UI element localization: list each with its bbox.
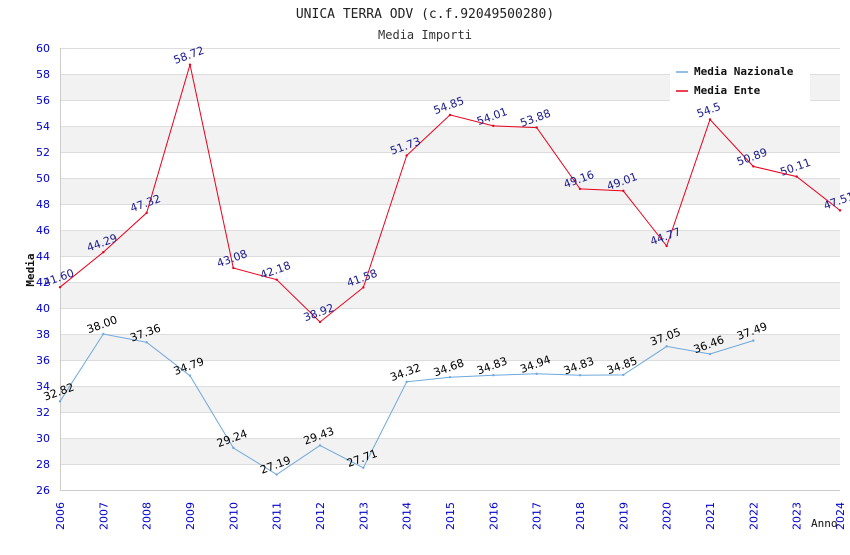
y-tick-label: 30 xyxy=(36,432,50,445)
y-axis-title: Media xyxy=(24,253,37,286)
data-point xyxy=(362,286,365,289)
data-point xyxy=(102,332,105,336)
data-label: 38.00 xyxy=(85,313,119,336)
grid-band xyxy=(60,334,840,360)
chart-title: UNICA TERRA ODV (c.f.92049500280) xyxy=(296,7,554,22)
y-tick-labels: 26 28 30 32 34 36 38 40 42 44 46 48 50 52 54 56 58 60 xyxy=(36,42,50,497)
grid-band xyxy=(60,438,840,464)
data-label: 54.5 xyxy=(695,100,722,121)
x-tick-label: 2017 xyxy=(531,502,544,530)
data-point xyxy=(58,286,62,289)
data-point xyxy=(535,126,538,129)
x-tick-labels: 2006 2007 2008 2009 2010 2011 2012 2013 2014 2015… xyxy=(54,502,847,530)
grid-band xyxy=(60,178,840,204)
legend-box xyxy=(670,60,810,102)
grid-band xyxy=(60,126,840,152)
x-tick-label: 2014 xyxy=(401,502,414,530)
data-point xyxy=(578,374,582,377)
data-point xyxy=(318,320,322,324)
legend-label-media-nazionale: Media Nazionale xyxy=(694,65,794,78)
data-point xyxy=(752,339,755,342)
x-tick-label: 2019 xyxy=(617,502,630,530)
data-point xyxy=(448,375,452,379)
x-tick-label: 2011 xyxy=(271,502,284,530)
x-tick-label: 2012 xyxy=(314,502,327,530)
data-point xyxy=(492,124,495,128)
y-tick-label: 28 xyxy=(36,458,50,471)
data-point xyxy=(795,175,798,178)
y-tick-label: 52 xyxy=(36,146,50,159)
x-tick-label: 2018 xyxy=(574,502,587,530)
x-tick-label: 2010 xyxy=(227,502,240,530)
x-tick-label: 2009 xyxy=(184,502,197,530)
data-point xyxy=(232,266,235,270)
y-tick-label: 50 xyxy=(36,172,50,185)
grid-bands xyxy=(60,74,840,464)
legend: Media Nazionale Media Ente xyxy=(670,60,810,102)
data-label: 54.01 xyxy=(475,105,509,128)
data-point xyxy=(708,352,712,356)
x-axis-title: Anno xyxy=(811,517,838,530)
y-tick-label: 34 xyxy=(36,380,50,393)
y-tick-label: 46 xyxy=(36,224,50,237)
y-tick-label: 56 xyxy=(36,94,50,107)
y-tick-label: 38 xyxy=(36,328,50,341)
x-tick-label: 2015 xyxy=(444,502,457,530)
data-point xyxy=(752,165,755,168)
x-tick-label: 2006 xyxy=(54,502,67,530)
data-point xyxy=(665,244,668,248)
x-tick-label: 2023 xyxy=(791,502,804,530)
data-label: 58.72 xyxy=(172,44,206,67)
x-tick-label: 2020 xyxy=(661,502,674,530)
y-tick-label: 44 xyxy=(36,250,50,263)
y-tick-label: 32 xyxy=(36,406,50,419)
data-label: 50.11 xyxy=(778,156,812,179)
data-point xyxy=(275,473,278,476)
y-tick-label: 54 xyxy=(36,120,50,133)
data-point xyxy=(405,154,408,157)
y-tick-label: 36 xyxy=(36,354,50,367)
data-point xyxy=(275,278,278,281)
x-tick-label: 2022 xyxy=(747,502,760,530)
data-point xyxy=(578,187,582,191)
data-point xyxy=(102,251,105,254)
data-point xyxy=(838,209,842,212)
data-point xyxy=(362,466,365,469)
data-point xyxy=(318,444,322,447)
chart-subtitle: Media Importi xyxy=(378,28,472,42)
data-point xyxy=(232,446,235,450)
y-tick-label: 58 xyxy=(36,68,50,81)
grid-band xyxy=(60,230,840,256)
y-tick-label: 40 xyxy=(36,302,50,315)
x-tick-label: 2024 xyxy=(834,502,847,530)
y-tick-label: 42 xyxy=(36,276,50,289)
y-tick-label: 26 xyxy=(36,484,50,497)
x-tick-label: 2007 xyxy=(97,502,110,530)
data-point xyxy=(492,374,495,377)
grid-band xyxy=(60,386,840,412)
y-tick-label: 48 xyxy=(36,198,50,211)
x-tick-label: 2016 xyxy=(487,502,500,530)
x-tick-label: 2008 xyxy=(141,502,154,530)
data-point xyxy=(448,113,452,117)
data-point xyxy=(405,380,408,384)
legend-label-media-ente: Media Ente xyxy=(694,84,761,97)
data-point xyxy=(145,341,148,344)
data-point xyxy=(145,211,148,215)
data-point xyxy=(708,118,712,121)
data-point xyxy=(665,345,668,348)
data-point xyxy=(535,372,538,375)
data-point xyxy=(188,374,192,377)
x-tick-label: 2021 xyxy=(704,502,717,530)
y-tick-label: 60 xyxy=(36,42,50,55)
x-tick-label: 2013 xyxy=(357,502,370,530)
data-point xyxy=(622,189,625,193)
grid-band xyxy=(60,282,840,308)
data-point xyxy=(58,400,62,403)
data-point xyxy=(188,63,192,66)
data-label: 42.18 xyxy=(258,259,292,282)
data-point xyxy=(622,373,625,377)
